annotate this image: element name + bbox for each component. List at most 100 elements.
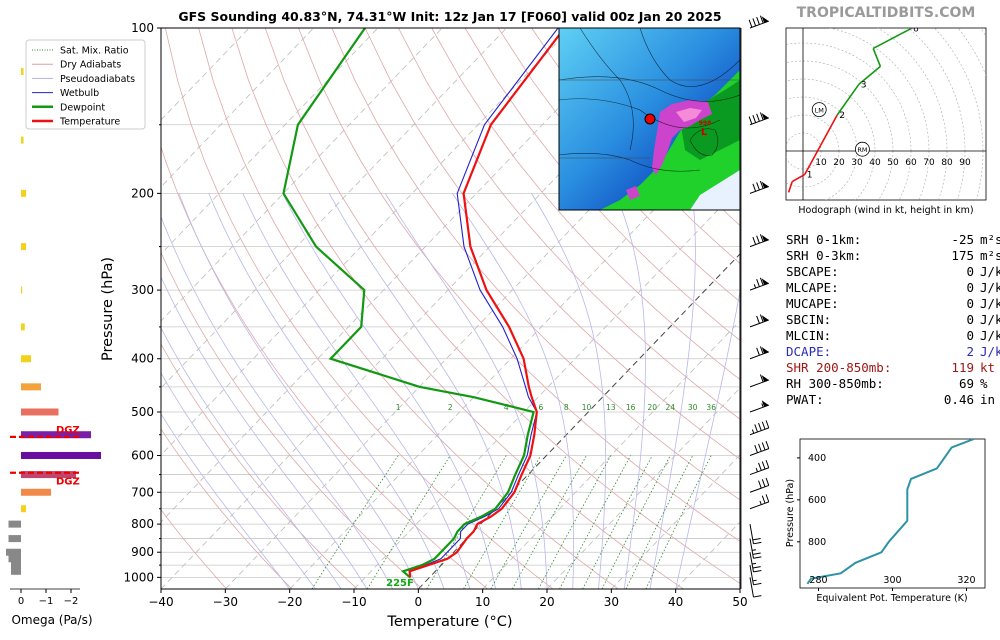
y-tick-label: 300 [131,283,154,297]
y-tick-label: 200 [131,186,154,200]
parameter-value: 0 [904,296,974,312]
wind-barb-feather [766,460,769,468]
pseudoadiabat-line [152,193,392,589]
omega-bar [21,383,41,390]
wind-barb-staff [750,449,769,456]
wind-barb-feather [753,571,761,572]
parameter-row: SBCIN:0J/kg [786,312,1000,328]
parameter-unit: kt [974,360,995,376]
wind-barb-feather [753,567,761,568]
wind-barb-feather [753,18,756,26]
wind-barb-feather [762,496,765,504]
parameter-unit: J/kg [974,312,1000,328]
wind-barb-feather [757,114,760,122]
wind-barb-half-feather [752,550,756,551]
mixing-ratio-label: 20 [648,403,658,412]
parameter-value: 0 [904,312,974,328]
mixing-ratio-label: 36 [706,403,716,412]
mixing-ratio-line [560,456,631,590]
pseudoadiabat-line [128,193,367,589]
mixing-ratio-label: 10 [582,403,592,412]
omega-bar [11,568,21,575]
parameter-unit: J/kg [974,264,1000,280]
parameter-label: PWAT: [786,392,904,408]
wind-barb-feather [759,463,762,471]
theta-e-y-tick-label: 800 [808,537,826,548]
omega-tick-label: −2 [64,596,79,607]
y-tick-label: 100 [131,21,154,35]
storm-motion-label: RM [857,146,867,154]
wind-barb-feather [753,542,761,543]
omega-tick-label: 0 [18,596,24,607]
parameter-unit: % [974,376,988,392]
omega-bar [21,190,26,197]
wind-barb-feather [762,479,765,487]
omega-bar [21,243,26,250]
dgz-label-top: DGZ [56,425,80,436]
x-tick-label: 30 [604,595,619,609]
mixing-ratio-label: 2 [448,403,453,412]
y-tick-label: 400 [131,352,154,366]
wind-barb-half-feather [752,563,756,564]
y-tick-label: 500 [131,405,154,419]
y-tick-label: 1000 [123,570,154,584]
hodograph-ring-label: 20 [833,158,845,168]
mixing-ratio-label: 13 [606,403,616,412]
x-tick-label: −30 [213,595,238,609]
hodograph-ring-label: 60 [905,158,917,168]
wind-barb-feather [755,424,758,432]
x-tick-label: −20 [277,595,302,609]
wind-barb-staff [750,502,769,509]
wind-barb-feather [759,481,762,489]
wind-barb-feather [753,115,756,123]
parameter-row: SBCAPE:0J/kg [786,264,1000,280]
wind-barb-feather [766,441,769,449]
parameter-value: 69 [904,376,974,392]
low-pressure-label: L [701,127,708,138]
omega-bar [21,489,51,496]
pseudoadiabat-line [532,193,606,589]
skewt-ylabel: Pressure (hPa) [100,257,116,361]
mixing-ratio-label: 1 [396,403,401,412]
parameter-unit: J/kg [974,280,1000,296]
wind-barb-feather [757,316,760,324]
parameter-value: 0.46 [904,392,974,408]
omega-bar [9,521,22,528]
x-tick-label: −40 [148,595,173,609]
parameter-unit: m²s⁻² [974,232,1000,248]
wind-barb-feather [762,462,765,470]
hodograph-height-label: 1 [807,170,813,180]
dewpoint-profile [284,28,534,577]
wind-barb-feather [766,494,769,502]
isotherm-line [97,28,636,589]
wind-barb-feather [759,444,762,452]
mixing-ratio-line [512,456,586,590]
parameter-unit: in [974,392,995,408]
parameter-unit: J/kg [974,344,1000,360]
omega-bar [21,323,25,330]
skewt-profiles [284,28,565,577]
hodograph-height-label: 9 [981,0,987,4]
low-pressure-value: 998 [699,120,712,127]
omega-bar [9,535,22,542]
omega-bar [21,452,101,459]
omega-bar [6,549,21,556]
parameter-value: 119 [904,360,974,376]
parameter-row: MUCAPE:0J/kg [786,296,1000,312]
omega-tick-label: −1 [39,596,54,607]
wind-barb-half-feather [753,580,757,581]
wind-barb-feather [760,315,763,323]
parameter-unit: J/kg [974,328,1000,344]
map-inset: L 998 [559,28,740,210]
legend-label: Sat. Mix. Ratio [60,46,129,57]
wind-barb-half-feather [762,403,763,407]
parameter-value: 2 [904,344,974,360]
x-tick-label: −10 [341,595,366,609]
parameter-label: MUCAPE: [786,296,904,312]
mixing-ratio-label: 8 [564,403,569,412]
wind-barb-feather [753,596,761,597]
